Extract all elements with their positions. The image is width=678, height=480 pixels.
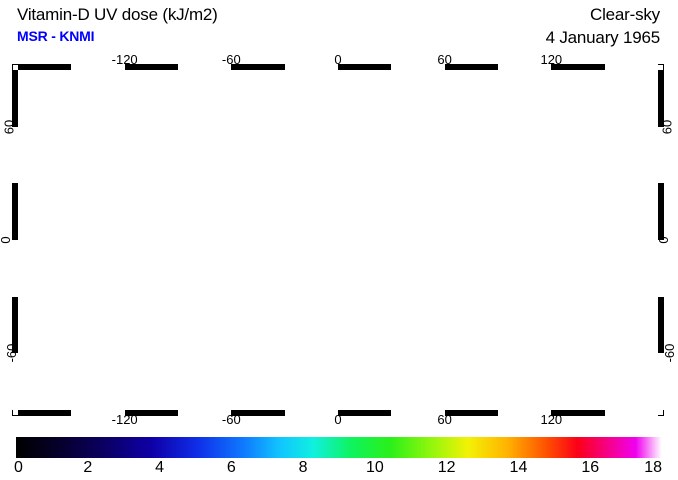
border-segment	[658, 183, 664, 240]
y-tick-label: 0	[0, 236, 13, 243]
border-segment	[498, 64, 552, 70]
border-segment	[551, 410, 605, 416]
colorbar-tick-label: 12	[437, 459, 456, 476]
border-segment	[124, 64, 178, 70]
border-segment	[658, 240, 664, 297]
border-segment	[338, 64, 392, 70]
border-segment	[604, 410, 658, 416]
border-segment	[71, 64, 125, 70]
border-segment	[18, 64, 72, 70]
x-tick-label: 0	[334, 412, 342, 427]
date-label: 4 January 1965	[545, 28, 661, 47]
y-tick-label: -60	[3, 343, 19, 363]
sky-condition-label: Clear-sky	[590, 5, 660, 24]
border-segment	[284, 64, 338, 70]
border-segment	[12, 183, 18, 240]
border-segment	[124, 410, 178, 416]
x-tick-label: 120	[540, 412, 563, 427]
border-segment	[658, 126, 664, 184]
border-segment	[12, 126, 18, 184]
border-segment	[71, 410, 125, 416]
border-segment	[12, 70, 18, 127]
colorbar	[16, 437, 662, 458]
y-tick-label: 60	[659, 119, 675, 134]
x-tick-label: -60	[221, 52, 241, 67]
border-segment	[12, 240, 18, 297]
border-segment	[18, 410, 72, 416]
border-segment	[658, 70, 664, 127]
border-segment	[391, 410, 445, 416]
x-tick-label: -120	[111, 412, 138, 427]
border-segment	[178, 410, 232, 416]
x-tick-label: 60	[437, 52, 452, 67]
border-segment	[658, 353, 664, 410]
border-segment	[391, 64, 445, 70]
border-segment	[231, 64, 285, 70]
y-tick-label: -60	[661, 343, 677, 363]
border-segment	[338, 410, 392, 416]
x-tick-label: -120	[111, 52, 138, 67]
colorbar-tick-label: 16	[581, 459, 600, 476]
colorbar-tick-label: 4	[155, 459, 164, 476]
x-tick-label: -60	[221, 412, 241, 427]
border-segment	[658, 296, 664, 354]
y-tick-label: 60	[1, 119, 17, 134]
colorbar-tick-label: 6	[226, 459, 236, 476]
border-segment	[498, 410, 552, 416]
x-tick-label: 60	[437, 412, 452, 427]
colorbar-tick-label: 18	[644, 459, 662, 476]
border-segment	[178, 64, 232, 70]
border-segment	[551, 64, 605, 70]
colorbar-tick-label: 8	[298, 459, 308, 476]
border-segment	[12, 353, 18, 410]
page-title: Vitamin-D UV dose (kJ/m2)	[17, 5, 218, 24]
colorbar-gradient	[16, 437, 662, 458]
x-tick-label: 120	[540, 52, 563, 67]
map-plot-area	[12, 64, 664, 416]
y-tick-label: 0	[656, 236, 672, 244]
border-segment	[12, 296, 18, 354]
border-segment	[604, 64, 658, 70]
colorbar-tick-label: 14	[509, 459, 528, 476]
border-segment	[231, 410, 285, 416]
border-segment	[284, 410, 338, 416]
x-tick-label: 0	[334, 52, 342, 67]
colorbar-tick-label: 2	[83, 459, 93, 476]
colorbar-tick-label: 10	[365, 459, 384, 476]
colorbar-tick-label: 0	[14, 459, 23, 476]
border-segment	[444, 410, 498, 416]
map-frame	[12, 64, 664, 416]
data-source-label: MSR - KNMI	[17, 28, 95, 44]
border-segment	[444, 64, 498, 70]
